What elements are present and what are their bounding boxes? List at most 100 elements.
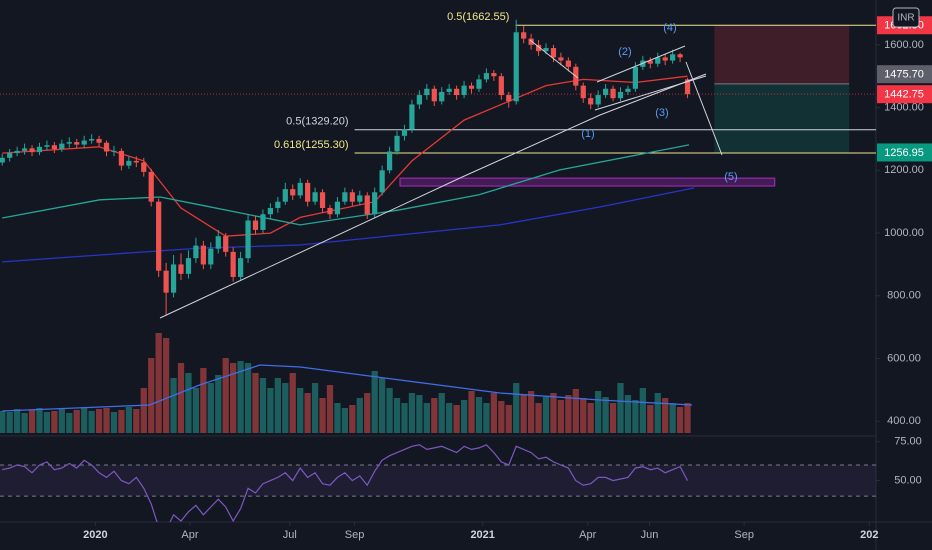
volume-bar: [14, 409, 21, 433]
volume-bar: [200, 368, 207, 433]
candle-body: [245, 220, 251, 259]
volume-bar: [267, 388, 274, 433]
candle-body: [409, 104, 415, 130]
volume-bar: [289, 373, 296, 433]
volume-bar: [386, 388, 393, 433]
candle-body: [386, 151, 393, 171]
volume-bar: [58, 409, 65, 433]
volume-bar: [684, 403, 691, 433]
volume-bar: [51, 411, 58, 433]
volume-bar: [140, 388, 147, 433]
candle-body: [334, 201, 341, 215]
candle-body: [133, 160, 139, 163]
volume-bar: [326, 385, 334, 433]
volume-bar: [334, 403, 341, 433]
trend-line: [159, 73, 707, 319]
candle-body: [141, 162, 147, 172]
candle-body: [528, 38, 534, 45]
candle-body: [185, 258, 192, 274]
volume-bar: [446, 403, 453, 433]
volume-bar: [416, 395, 423, 433]
volume-bar: [498, 401, 505, 433]
candle-body: [252, 220, 259, 230]
candle-body: [89, 138, 95, 141]
currency-label: INR: [897, 13, 914, 24]
candle-body: [588, 98, 594, 105]
candle-body: [483, 73, 490, 80]
volume-bar: [259, 378, 267, 433]
price-label-box: [877, 143, 932, 162]
volume-bar: [118, 410, 125, 433]
volume-bar: [0, 411, 6, 433]
volume-bar: [222, 358, 229, 433]
volume-bar: [88, 411, 95, 433]
candle-body: [439, 91, 445, 102]
volume-bar: [423, 403, 430, 433]
candle-body: [625, 88, 631, 92]
y-tick-label: 1600.00: [884, 39, 924, 51]
candle-body: [96, 138, 102, 143]
moving-average: [2, 187, 695, 263]
candle-body: [126, 160, 132, 166]
volume-bar: [647, 405, 654, 433]
volume-bar: [572, 389, 579, 433]
volume-bar: [513, 383, 520, 433]
moving-average: [2, 144, 690, 226]
x-tick-label: Sep: [345, 529, 365, 541]
volume-bar: [252, 373, 259, 433]
candle-body: [357, 195, 363, 202]
volume-bar: [170, 378, 177, 433]
candle-body: [521, 32, 527, 39]
volume-bar: [535, 403, 542, 433]
currency-badge: INR: [892, 7, 920, 28]
badge-frame: [892, 7, 920, 28]
candle-body: [655, 57, 661, 64]
y-tick-label: 600.00: [887, 352, 921, 364]
volume-bar: [542, 397, 550, 433]
candle-body: [610, 88, 616, 99]
volume-bar: [215, 375, 222, 433]
candle-body: [670, 54, 676, 61]
candle-body: [44, 145, 50, 147]
candle-body: [379, 170, 385, 193]
candle-body: [14, 150, 20, 154]
volume-bar: [244, 363, 252, 433]
volume-bar: [349, 405, 356, 433]
x-tick-label: Apr: [181, 529, 198, 541]
candle-body: [558, 57, 564, 61]
price-label: 1442.75: [884, 89, 924, 101]
volume-bar: [282, 383, 289, 433]
volume-bar: [103, 408, 110, 433]
candle-body: [543, 47, 549, 52]
candle-body: [21, 148, 28, 151]
candle-body: [684, 79, 691, 95]
volume-bar: [550, 393, 557, 433]
rsi-tick-label: 75.00: [894, 436, 922, 448]
volume-bar: [43, 412, 51, 433]
rsi-line: [2, 444, 689, 522]
candle-body: [602, 88, 609, 96]
candle-body: [461, 85, 467, 96]
volume-bar: [95, 409, 103, 433]
volume-bar: [230, 363, 237, 433]
candle-body: [305, 182, 311, 202]
volume-bar: [520, 395, 527, 433]
wave-label: (4): [663, 22, 676, 34]
volume-bar: [73, 410, 80, 433]
volume-bar: [185, 373, 192, 433]
candle-body: [372, 192, 378, 215]
price-label-box: [877, 65, 932, 84]
candle-body: [454, 88, 460, 96]
rsi-band: [0, 465, 876, 497]
trend-line: [529, 39, 579, 79]
candle-body: [662, 57, 668, 61]
candle-body: [327, 207, 333, 215]
wave-label: (5): [724, 171, 737, 183]
candle-body: [215, 236, 221, 249]
candle-body: [565, 60, 571, 67]
volume-bar: [155, 333, 162, 433]
volume-bar: [148, 358, 155, 433]
volume-bar: [21, 413, 28, 433]
candle-body: [431, 88, 437, 102]
volume-bar: [36, 408, 43, 433]
